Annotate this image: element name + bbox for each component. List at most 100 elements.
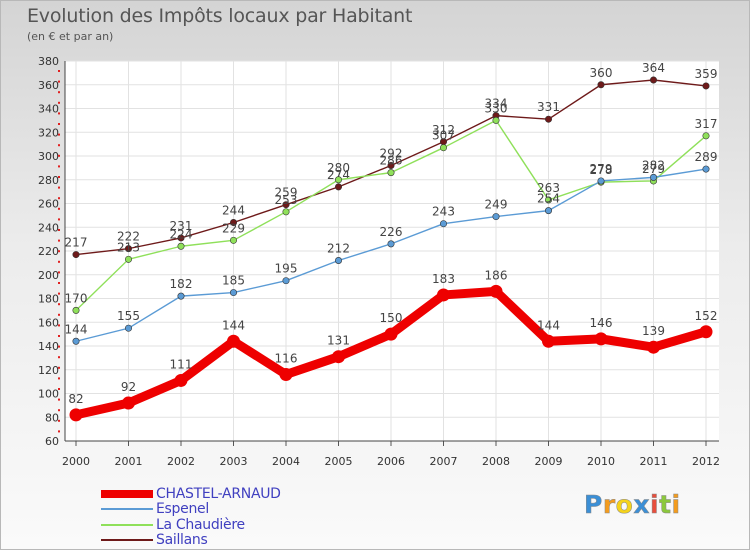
data-point <box>334 176 342 184</box>
data-label: 150 <box>380 311 403 325</box>
y-tick-label: 140 <box>38 340 59 353</box>
logo-letter: i <box>671 490 681 520</box>
y-tick-label: 100 <box>38 388 59 401</box>
data-point <box>282 208 290 216</box>
axis-dot <box>58 335 60 337</box>
data-point <box>227 334 240 348</box>
legend-label: CHASTEL-ARNAUD <box>156 485 281 502</box>
y-tick-label: 80 <box>45 411 59 424</box>
data-label: 334 <box>485 97 508 111</box>
data-label: 146 <box>590 316 613 330</box>
data-label: 282 <box>642 158 665 172</box>
data-point <box>174 373 188 387</box>
legend-swatch <box>101 539 153 542</box>
data-point <box>230 236 238 244</box>
legend-item: Saillans <box>101 532 281 548</box>
data-point <box>597 81 605 89</box>
data-label: 92 <box>121 380 136 394</box>
data-point <box>387 169 395 177</box>
data-label: 286 <box>380 154 403 168</box>
y-tick-label: 160 <box>38 316 59 329</box>
data-label: 254 <box>537 192 560 206</box>
y-tick-label: 300 <box>38 150 59 163</box>
data-label: 131 <box>327 334 350 348</box>
data-point <box>702 82 710 90</box>
logo-letter: t <box>659 490 672 520</box>
data-point <box>439 220 447 228</box>
legend-item: CHASTEL-ARNAUD <box>101 486 281 502</box>
data-label: 312 <box>432 123 455 137</box>
logo-letter: x <box>633 490 650 520</box>
data-point <box>122 396 135 410</box>
data-label: 253 <box>275 193 298 207</box>
axis-dot <box>58 239 60 242</box>
data-label: 155 <box>117 309 140 323</box>
axis-dot <box>58 409 60 412</box>
data-point <box>702 132 710 140</box>
legend-label: Espenel <box>156 501 209 518</box>
x-tick-label: 2002 <box>167 455 195 468</box>
y-tick-label: 360 <box>38 79 59 92</box>
axis-dot <box>58 197 60 200</box>
axis-dot <box>58 144 60 147</box>
legend-swatch <box>101 489 153 498</box>
y-tick-label: 320 <box>38 126 59 139</box>
axis-dot <box>58 154 60 157</box>
data-point <box>492 116 500 124</box>
axis-dot <box>58 133 60 136</box>
data-label: 152 <box>695 309 718 323</box>
data-point <box>597 177 605 185</box>
data-label: 217 <box>65 236 88 250</box>
data-label: 360 <box>590 66 613 80</box>
data-label: 185 <box>222 274 245 288</box>
y-tick-label: 280 <box>38 174 59 187</box>
axis-dot <box>58 377 60 380</box>
data-point <box>544 207 552 215</box>
data-point <box>72 306 80 314</box>
x-tick-label: 2012 <box>692 455 720 468</box>
data-point <box>647 340 660 354</box>
logo-letter: o <box>615 490 634 520</box>
data-point <box>177 292 185 300</box>
data-label: 259 <box>275 186 298 200</box>
legend-item: La Chaudière <box>101 517 281 533</box>
x-tick-label: 2008 <box>482 455 510 468</box>
legend-label: La Chaudière <box>156 516 245 533</box>
data-label: 182 <box>170 277 193 291</box>
data-label: 213 <box>117 240 140 254</box>
data-label: 289 <box>695 150 718 164</box>
data-label: 263 <box>537 181 560 195</box>
x-tick-label: 2003 <box>220 455 248 468</box>
legend: CHASTEL-ARNAUD Espenel La Chaudière Saillan… <box>101 486 281 548</box>
axis-dot <box>58 356 60 359</box>
y-tick-label: 180 <box>38 293 59 306</box>
y-tick-label: 380 <box>38 55 59 68</box>
data-label: 279 <box>642 162 665 176</box>
data-label: 183 <box>432 272 455 286</box>
axis-dot <box>58 345 60 348</box>
data-point <box>332 350 345 364</box>
data-point <box>492 213 500 221</box>
data-point <box>125 324 133 332</box>
data-point <box>702 165 710 173</box>
axis-dot <box>58 101 60 104</box>
chart-title: Evolution des Impôts locaux par Habitant <box>27 5 413 27</box>
axis-dot <box>58 430 60 433</box>
data-point <box>437 288 450 302</box>
axis-dot <box>58 70 60 72</box>
x-tick-label: 2010 <box>587 455 615 468</box>
data-label: 222 <box>117 230 140 244</box>
data-point <box>544 196 552 204</box>
y-tick-label: 220 <box>38 245 59 258</box>
x-tick-label: 2006 <box>377 455 405 468</box>
logo-letter: i <box>650 490 660 520</box>
y-tick-label: 260 <box>38 198 59 211</box>
axis-dot <box>58 260 60 263</box>
data-label: 292 <box>380 147 403 161</box>
data-label: 82 <box>68 392 83 406</box>
axis-dot <box>58 282 60 284</box>
data-point <box>72 337 80 345</box>
y-tick-label: 200 <box>38 269 59 282</box>
axis-dot <box>58 186 60 189</box>
legend-swatch <box>101 508 153 511</box>
